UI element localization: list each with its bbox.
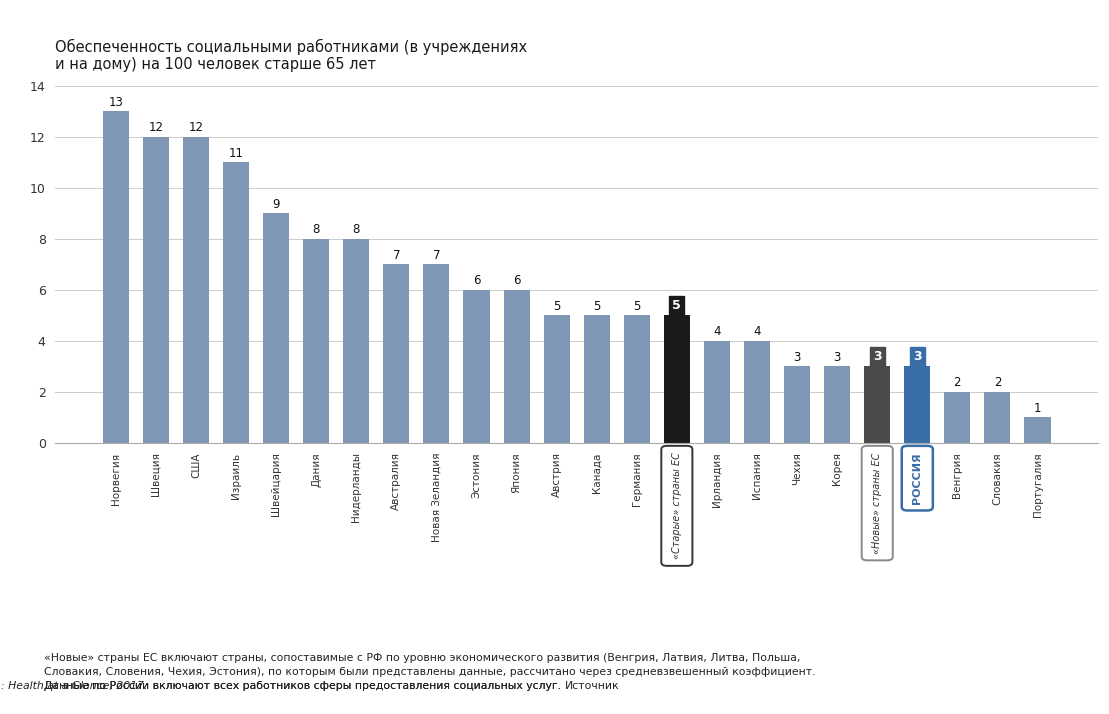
Bar bbox=[704, 341, 730, 443]
Bar bbox=[1025, 417, 1050, 443]
Text: Данные по России включают всех работников сферы предоставления социальных услуг.: Данные по России включают всех работнико… bbox=[44, 681, 564, 691]
Text: 3: 3 bbox=[873, 350, 882, 363]
Text: 11: 11 bbox=[228, 146, 244, 160]
Text: 7: 7 bbox=[433, 248, 440, 261]
Text: 5: 5 bbox=[633, 300, 641, 313]
Bar bbox=[945, 392, 970, 443]
Text: 7: 7 bbox=[393, 248, 400, 261]
Bar bbox=[864, 366, 891, 443]
Bar bbox=[543, 315, 570, 443]
Bar bbox=[303, 238, 329, 443]
Text: Данные по России включают всех работников сферы предоставления социальных услуг.: Данные по России включают всех работнико… bbox=[44, 681, 564, 691]
Text: 12: 12 bbox=[189, 121, 203, 134]
Text: 1: 1 bbox=[1034, 402, 1041, 415]
Text: 5: 5 bbox=[553, 300, 560, 313]
Text: Словакия, Словения, Чехия, Эстония), по которым были представлены данные, рассчи: Словакия, Словения, Чехия, Эстония), по … bbox=[44, 667, 816, 677]
Bar bbox=[263, 213, 289, 443]
Text: Источник: Источник bbox=[564, 681, 620, 691]
Bar bbox=[824, 366, 851, 443]
Text: : Health at a Glance, 2017.: : Health at a Glance, 2017. bbox=[1, 681, 147, 691]
Bar bbox=[344, 238, 369, 443]
Bar bbox=[183, 136, 208, 443]
Bar bbox=[904, 366, 930, 443]
Bar bbox=[623, 315, 650, 443]
Text: 4: 4 bbox=[753, 325, 761, 338]
Bar bbox=[103, 111, 129, 443]
Text: 13: 13 bbox=[109, 96, 123, 109]
Bar bbox=[985, 392, 1010, 443]
Text: 6: 6 bbox=[512, 274, 520, 287]
Text: «Новые» страны ЕС включают страны, сопоставимые с РФ по уровню экономического ра: «Новые» страны ЕС включают страны, сопос… bbox=[44, 653, 801, 663]
Bar bbox=[664, 315, 690, 443]
Bar bbox=[503, 290, 530, 443]
Bar bbox=[784, 366, 810, 443]
Bar bbox=[143, 136, 169, 443]
Text: 5: 5 bbox=[593, 300, 600, 313]
Bar bbox=[384, 264, 409, 443]
Text: 5: 5 bbox=[672, 299, 681, 312]
Text: 3: 3 bbox=[834, 351, 841, 363]
Text: 8: 8 bbox=[313, 223, 319, 236]
Text: 4: 4 bbox=[713, 325, 721, 338]
Bar bbox=[223, 162, 250, 443]
Text: 12: 12 bbox=[149, 121, 163, 134]
Bar bbox=[424, 264, 449, 443]
Text: 9: 9 bbox=[273, 198, 279, 211]
Text: 6: 6 bbox=[472, 274, 480, 287]
Bar bbox=[583, 315, 610, 443]
Text: 2: 2 bbox=[954, 376, 962, 389]
Bar bbox=[464, 290, 489, 443]
Text: 3: 3 bbox=[793, 351, 801, 363]
Text: Обеспеченность социальными работниками (в учреждениях
и на дому) на 100 человек : Обеспеченность социальными работниками (… bbox=[55, 39, 528, 72]
Bar bbox=[744, 341, 770, 443]
Text: 2: 2 bbox=[994, 376, 1001, 389]
Text: 3: 3 bbox=[913, 350, 922, 363]
Text: 8: 8 bbox=[353, 223, 360, 236]
